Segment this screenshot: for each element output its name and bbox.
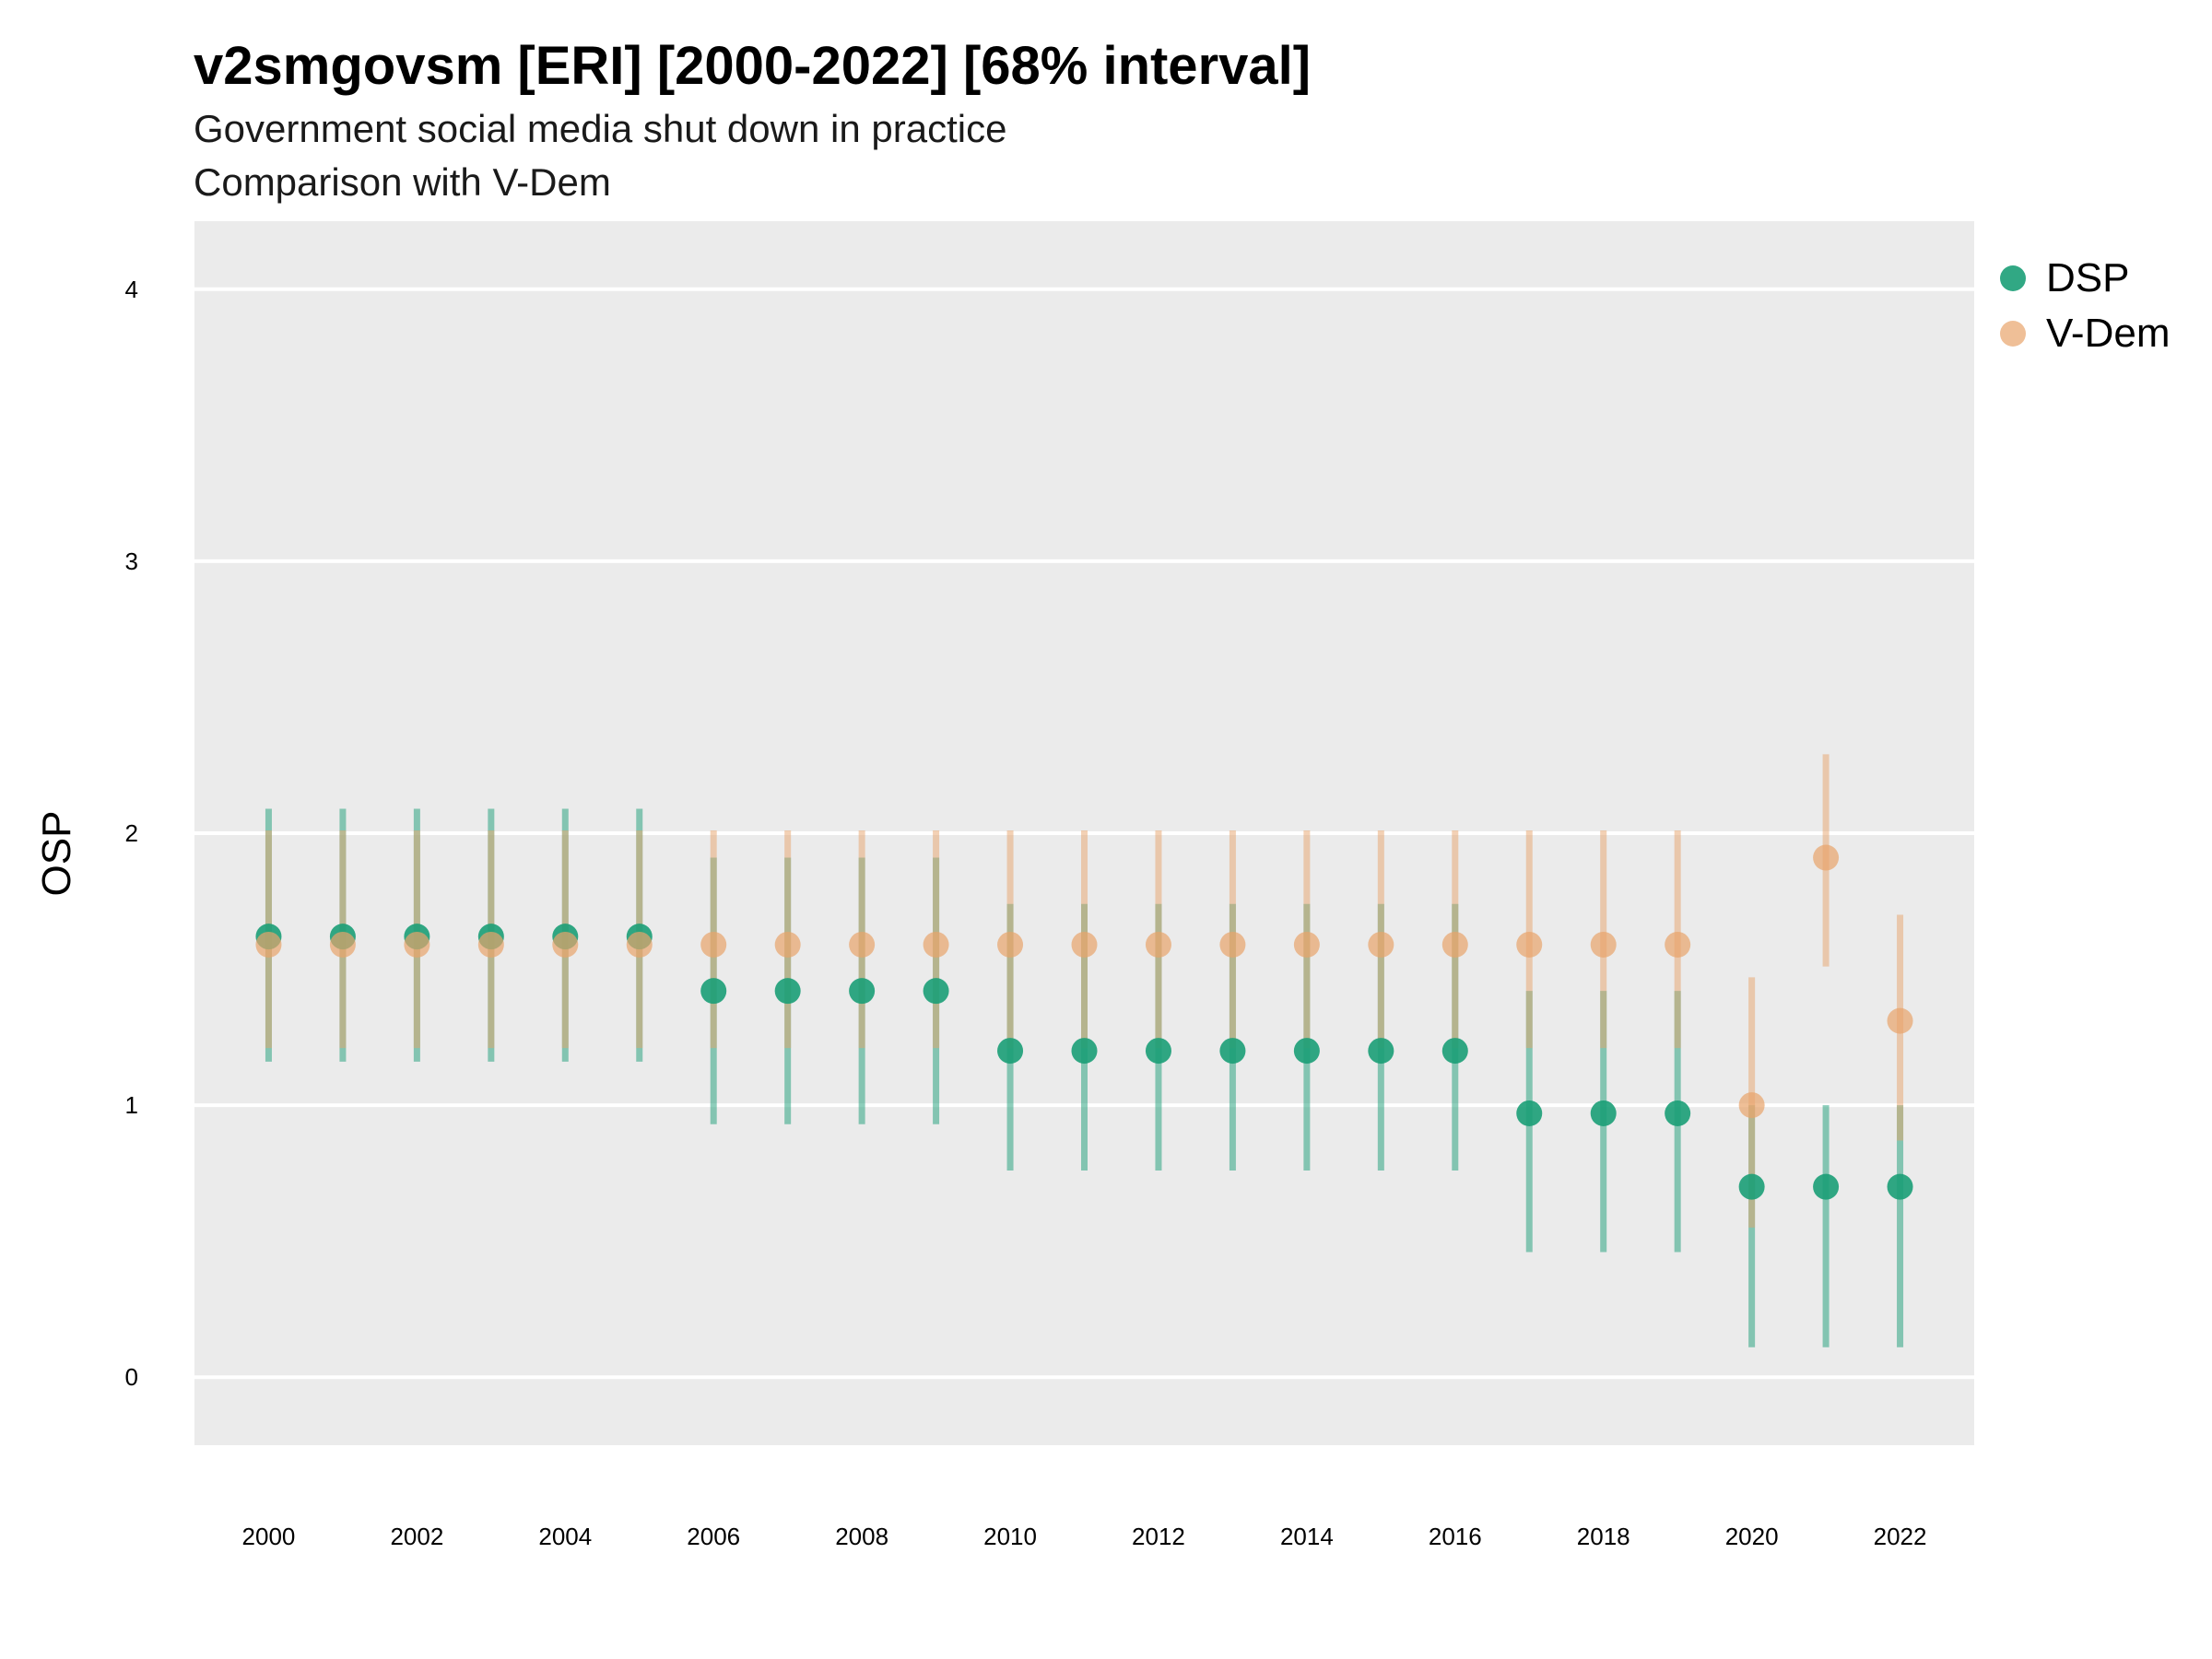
point-dsp (1441, 1038, 1468, 1065)
point-vdem (1071, 931, 1098, 958)
y-tick-label: 0 (125, 1363, 138, 1391)
point-dsp (1813, 1173, 1840, 1200)
point-vdem (923, 931, 949, 958)
x-tick-label: 2008 (835, 1523, 888, 1550)
point-vdem (1813, 844, 1840, 871)
x-tick-label: 2020 (1725, 1523, 1779, 1550)
x-tick-label: 2012 (1132, 1523, 1185, 1550)
point-dsp (1071, 1038, 1098, 1065)
point-vdem (255, 931, 282, 958)
point-vdem (477, 931, 504, 958)
x-tick-label: 2018 (1577, 1523, 1630, 1550)
point-dsp (997, 1038, 1024, 1065)
legend-label-vdem: V-Dem (2046, 311, 2171, 356)
point-dsp (1738, 1173, 1765, 1200)
x-tick-label: 2016 (1429, 1523, 1482, 1550)
y-tick-label: 2 (125, 819, 138, 847)
legend: DSP V-Dem (2000, 251, 2170, 361)
point-dsp (1665, 1100, 1691, 1126)
chart-subtitle: Government social media shut down in pra… (194, 107, 1007, 150)
point-vdem (1738, 1092, 1765, 1119)
x-tick-label: 2014 (1280, 1523, 1334, 1550)
chart-title: v2smgovsm [ERI] [2000-2022] [68% interva… (194, 36, 1312, 96)
point-vdem (1590, 931, 1617, 958)
legend-item-vdem: V-Dem (2000, 306, 2170, 361)
point-dsp (1145, 1038, 1171, 1065)
point-dsp (1368, 1038, 1394, 1065)
point-vdem (626, 931, 653, 958)
chart-subtitle-comparison: Comparison with V-Dem (194, 160, 611, 204)
y-tick-label: 4 (125, 276, 138, 303)
point-dsp (1516, 1100, 1543, 1126)
point-dsp (700, 978, 727, 1005)
point-vdem (997, 931, 1024, 958)
legend-dot-vdem (2000, 321, 2026, 347)
point-dsp (1219, 1038, 1246, 1065)
y-tick-label: 1 (125, 1091, 138, 1119)
point-vdem (1293, 931, 1320, 958)
point-dsp (923, 978, 949, 1005)
point-vdem (1145, 931, 1171, 958)
point-dsp (1293, 1038, 1320, 1065)
x-tick-label: 2022 (1874, 1523, 1927, 1550)
point-vdem (849, 931, 876, 958)
x-tick-label: 2004 (538, 1523, 592, 1550)
x-tick-label: 2000 (242, 1523, 296, 1550)
point-vdem (1516, 931, 1543, 958)
point-vdem (1665, 931, 1691, 958)
point-vdem (329, 931, 356, 958)
point-dsp (849, 978, 876, 1005)
point-dsp (1887, 1173, 1913, 1200)
point-vdem (404, 931, 430, 958)
point-vdem (1441, 931, 1468, 958)
point-vdem (1887, 1007, 1913, 1034)
point-vdem (774, 931, 801, 958)
x-tick-label: 2002 (390, 1523, 443, 1550)
point-vdem (1368, 931, 1394, 958)
legend-label-dsp: DSP (2046, 255, 2130, 300)
point-vdem (1219, 931, 1246, 958)
legend-item-dsp: DSP (2000, 251, 2170, 306)
y-tick-label: 3 (125, 547, 138, 575)
point-vdem (552, 931, 579, 958)
legend-dot-dsp (2000, 265, 2026, 291)
point-vdem (700, 931, 727, 958)
x-tick-label: 2010 (983, 1523, 1037, 1550)
point-dsp (1590, 1100, 1617, 1126)
point-dsp (774, 978, 801, 1005)
x-tick-label: 2006 (687, 1523, 740, 1550)
